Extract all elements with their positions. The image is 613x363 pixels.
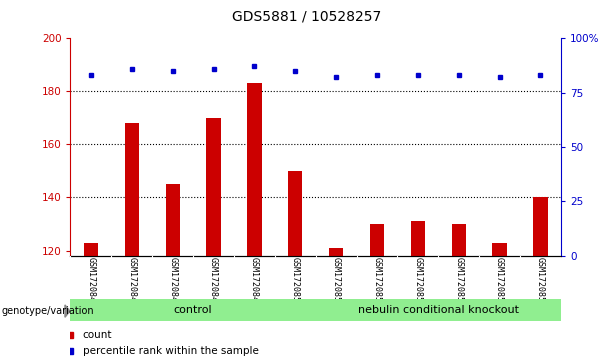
Text: GSM1720850: GSM1720850 (291, 257, 300, 307)
Bar (492, 242, 507, 256)
Text: GSM1720846: GSM1720846 (128, 257, 136, 307)
Bar (370, 224, 384, 256)
Bar (533, 197, 547, 256)
Text: control: control (173, 305, 213, 315)
Bar (166, 184, 180, 256)
Text: GSM1720853: GSM1720853 (413, 257, 422, 307)
Text: GSM1720856: GSM1720856 (536, 257, 545, 307)
Bar (247, 83, 262, 256)
Text: GSM1720851: GSM1720851 (332, 257, 341, 307)
Bar (70, 299, 316, 321)
Bar (452, 224, 466, 256)
Bar (411, 221, 425, 256)
Bar (84, 242, 98, 256)
Text: GSM1720855: GSM1720855 (495, 257, 504, 307)
Text: count: count (83, 330, 112, 340)
Bar (316, 299, 561, 321)
Text: GSM1720847: GSM1720847 (168, 257, 177, 307)
Polygon shape (65, 305, 70, 317)
Text: GSM1720854: GSM1720854 (454, 257, 463, 307)
Bar (124, 123, 139, 256)
Bar (207, 118, 221, 256)
Text: GSM1720845: GSM1720845 (86, 257, 96, 307)
Text: nebulin conditional knockout: nebulin conditional knockout (358, 305, 519, 315)
Text: GDS5881 / 10528257: GDS5881 / 10528257 (232, 9, 381, 23)
Bar (288, 171, 302, 256)
Text: GSM1720848: GSM1720848 (209, 257, 218, 307)
Text: GSM1720849: GSM1720849 (250, 257, 259, 307)
Text: GSM1720852: GSM1720852 (373, 257, 381, 307)
Text: genotype/variation: genotype/variation (1, 306, 94, 316)
Bar (329, 248, 343, 256)
Text: percentile rank within the sample: percentile rank within the sample (83, 346, 259, 356)
